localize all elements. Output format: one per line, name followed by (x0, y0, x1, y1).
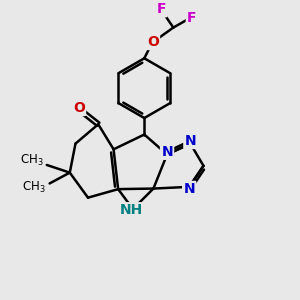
Text: O: O (147, 35, 159, 49)
Text: N: N (184, 134, 196, 148)
Text: NH: NH (120, 203, 143, 218)
Text: N: N (183, 182, 195, 196)
Text: CH$_3$: CH$_3$ (22, 180, 46, 195)
Text: N: N (161, 145, 173, 159)
Text: O: O (73, 101, 85, 115)
Text: F: F (157, 2, 166, 16)
Text: CH$_3$: CH$_3$ (20, 153, 43, 168)
Text: F: F (187, 11, 196, 25)
